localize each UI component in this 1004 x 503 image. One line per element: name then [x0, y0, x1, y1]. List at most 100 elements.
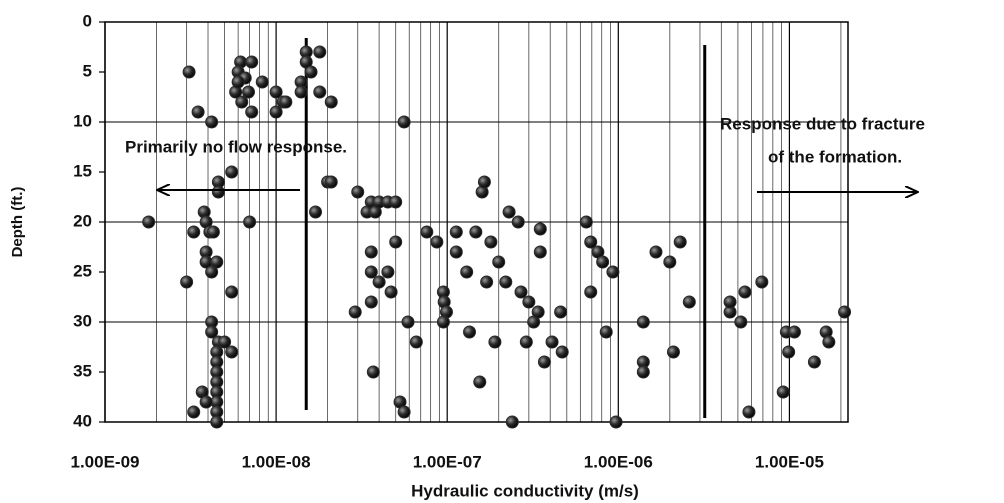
point	[663, 255, 677, 269]
point	[449, 225, 463, 239]
point	[191, 105, 205, 119]
point	[463, 325, 477, 339]
point	[519, 335, 533, 349]
point	[449, 245, 463, 259]
point	[389, 195, 403, 209]
point	[480, 275, 494, 289]
point	[606, 265, 620, 279]
y-tick-label: 5	[83, 61, 92, 80]
point	[242, 85, 256, 99]
point	[351, 185, 365, 199]
point	[225, 165, 239, 179]
point	[304, 65, 318, 79]
x-tick-label: 1.00E-05	[755, 452, 824, 471]
point	[397, 405, 411, 419]
point	[364, 245, 378, 259]
point	[324, 175, 338, 189]
point	[682, 295, 696, 309]
point	[372, 275, 386, 289]
point	[206, 225, 220, 239]
point	[180, 275, 194, 289]
point	[522, 295, 536, 309]
point	[484, 235, 498, 249]
point	[537, 355, 551, 369]
point	[723, 295, 737, 309]
point	[269, 105, 283, 119]
point	[269, 85, 283, 99]
point	[776, 385, 790, 399]
point	[182, 65, 196, 79]
point	[596, 255, 610, 269]
point	[787, 325, 801, 339]
point	[225, 345, 239, 359]
point	[199, 395, 213, 409]
point	[235, 95, 249, 109]
point	[348, 305, 362, 319]
point	[584, 235, 598, 249]
point	[142, 215, 156, 229]
point	[384, 285, 398, 299]
point	[505, 415, 519, 429]
y-tick-label: 15	[73, 161, 92, 180]
point	[364, 295, 378, 309]
point	[255, 75, 269, 89]
point	[309, 205, 323, 219]
point	[210, 255, 224, 269]
point	[492, 255, 506, 269]
x-tick-label: 1.00E-06	[584, 452, 653, 471]
point	[666, 345, 680, 359]
x-axis-label: Hydraulic conductivity (m/s)	[411, 481, 639, 500]
point	[210, 415, 224, 429]
y-tick-label: 40	[73, 411, 92, 430]
point	[511, 215, 525, 229]
point	[533, 245, 547, 259]
point	[555, 345, 569, 359]
point	[324, 95, 338, 109]
y-tick-label: 10	[73, 111, 92, 130]
marks	[142, 38, 852, 429]
point	[243, 215, 257, 229]
point	[584, 285, 598, 299]
point	[279, 95, 293, 109]
point	[245, 105, 259, 119]
point	[533, 222, 547, 236]
point	[822, 335, 836, 349]
y-tick-label: 20	[73, 211, 92, 230]
annotation: Response due to fracture	[720, 114, 925, 133]
point	[231, 75, 245, 89]
point	[636, 365, 650, 379]
x-tick-label: 1.00E-07	[413, 452, 482, 471]
y-tick-label: 30	[73, 311, 92, 330]
x-tick-label: 1.00E-09	[71, 452, 140, 471]
y-tick-label: 0	[83, 11, 92, 30]
point	[313, 85, 327, 99]
point	[473, 375, 487, 389]
point	[782, 345, 796, 359]
point	[499, 275, 513, 289]
y-tick-label: 25	[73, 261, 92, 280]
point	[294, 85, 308, 99]
point	[742, 405, 756, 419]
point	[245, 55, 259, 69]
x-tick-label: 1.00E-08	[242, 452, 311, 471]
point	[734, 315, 748, 329]
point	[609, 415, 623, 429]
y-tick-label: 35	[73, 361, 92, 380]
point	[187, 405, 201, 419]
point	[205, 115, 219, 129]
annotation: Primarily no flow response.	[125, 137, 347, 156]
point	[389, 235, 403, 249]
point	[381, 265, 395, 279]
point	[430, 235, 444, 249]
point	[807, 355, 821, 369]
point	[514, 285, 528, 299]
point	[313, 45, 327, 59]
point	[205, 325, 219, 339]
point	[673, 235, 687, 249]
point	[205, 265, 219, 279]
point	[211, 185, 225, 199]
point	[401, 315, 415, 329]
point	[755, 275, 769, 289]
point	[531, 305, 545, 319]
